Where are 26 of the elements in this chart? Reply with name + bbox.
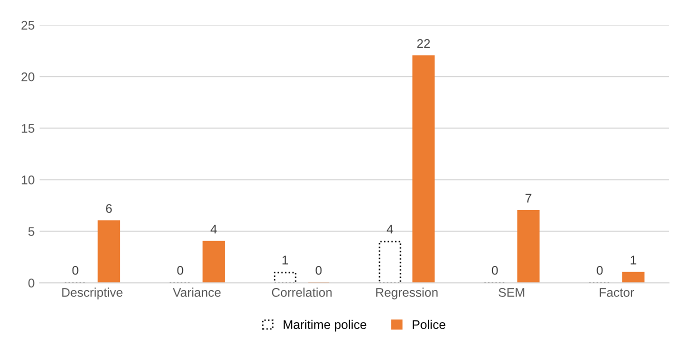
data-label: 0 — [492, 266, 498, 275]
x-tick-label: Correlation — [272, 288, 332, 297]
data-label: 7 — [526, 194, 532, 202]
data-label: 4 — [386, 224, 394, 234]
data-label: 0 — [316, 266, 322, 275]
data-label: 1 — [282, 256, 288, 264]
legend-label: Maritime police — [284, 320, 366, 332]
y-tick-label: 10 — [22, 176, 34, 184]
x-tick-label: Factor — [600, 288, 634, 297]
x-tick-label: SEM — [498, 288, 524, 297]
data-label: 0 — [72, 266, 78, 275]
data-label: 4 — [210, 224, 217, 234]
y-tick-label: 5 — [28, 227, 34, 236]
y-tick-label: 15 — [22, 124, 34, 133]
data-label: 1 — [630, 256, 636, 264]
data-label: 6 — [106, 204, 112, 213]
y-tick-label: 0 — [28, 278, 34, 288]
data-label: 0 — [596, 266, 603, 275]
x-tick-label: Variance — [172, 288, 221, 297]
data-label: 22 — [417, 39, 430, 48]
data-label: 0 — [177, 266, 184, 275]
y-tick-label: 25 — [22, 20, 34, 30]
x-tick-label: Regression — [376, 288, 438, 300]
y-tick-label: 20 — [22, 72, 34, 82]
legend-label: Police — [412, 320, 446, 330]
x-tick-label: Descriptive — [62, 288, 122, 300]
